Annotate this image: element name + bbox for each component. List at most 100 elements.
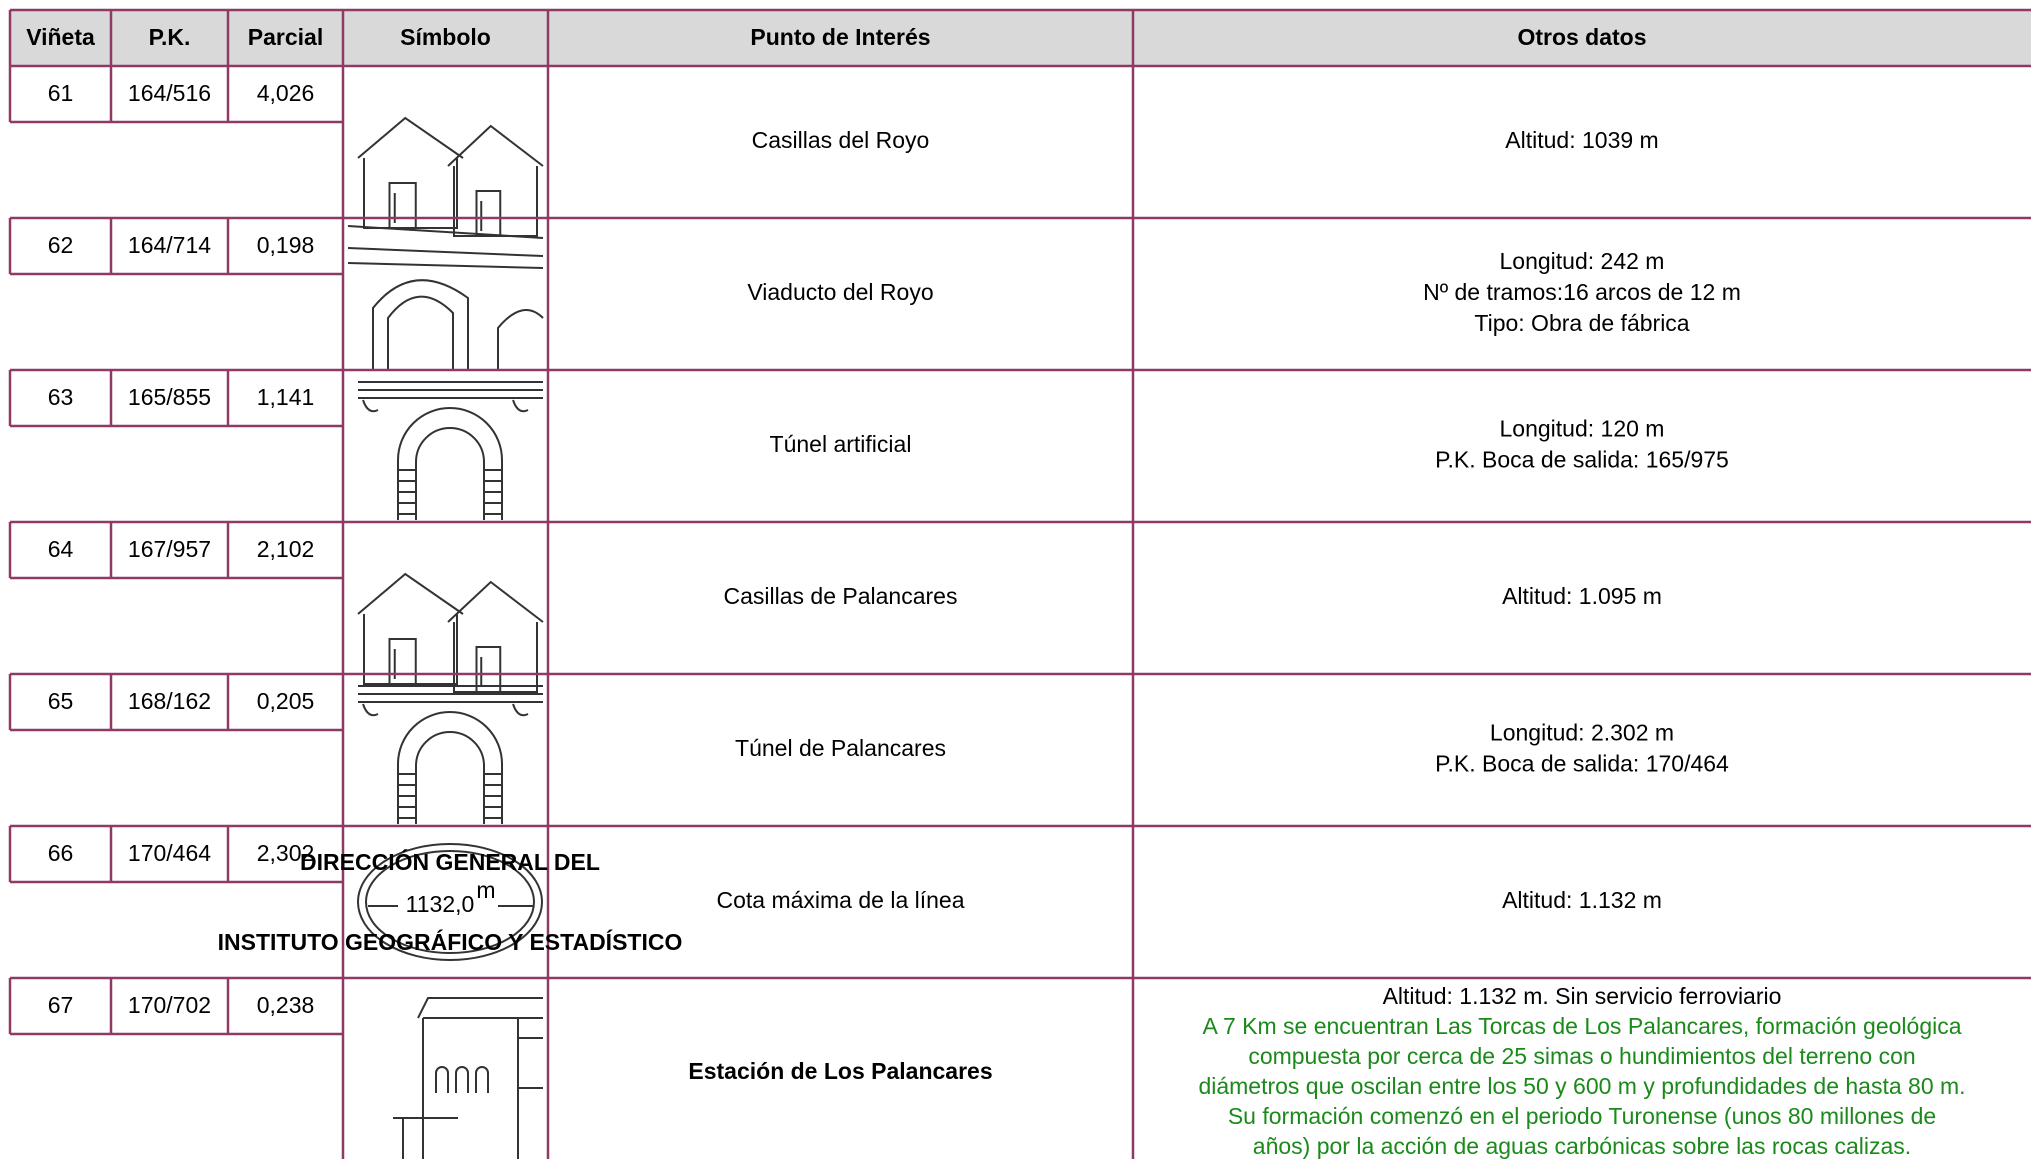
cell-parcial: 4,026 — [257, 80, 315, 106]
otros-datos: P.K. Boca de salida: 165/975 — [1435, 447, 1729, 473]
otros-group: Longitud: 120 m P.K. Boca de salida: 165/… — [1435, 416, 1729, 473]
punto-interes: Viaducto del Royo — [747, 279, 933, 305]
otros-note: A 7 Km se encuentran Las Torcas de Los P… — [1202, 1013, 1961, 1039]
cell-pk: 170/464 — [128, 840, 211, 866]
punto-interes: Casillas de Palancares — [724, 583, 958, 609]
header-cell: Parcial — [248, 24, 323, 50]
symbol-icon: DIRECCIÓN GENERAL DEL 1132,0m INSTITUTO GE… — [218, 843, 683, 961]
header-cell: Punto de Interés — [750, 24, 930, 50]
otros-datos: Longitud: 2.302 m — [1490, 720, 1674, 746]
otros-note: años) por la acción de aguas carbónicas … — [1253, 1133, 1911, 1159]
otros-datos: Altitud: 1.132 m. Sin servicio ferroviar… — [1383, 983, 1782, 1009]
stamp-ring — [357, 843, 543, 961]
cell-pk: 164/516 — [128, 80, 211, 106]
punto-interes: Cota máxima de la línea — [716, 887, 964, 913]
otros-datos: Altitud: 1.095 m — [1502, 583, 1662, 609]
cell-pk: 165/855 — [128, 384, 211, 410]
icon-stroke — [517, 1018, 543, 1159]
icon-stroke — [363, 158, 458, 229]
icon-stroke — [453, 166, 538, 237]
icon-stroke — [388, 182, 417, 228]
icon-stroke — [357, 116, 464, 159]
otros-datos: P.K. Boca de salida: 170/464 — [1435, 751, 1729, 777]
otros-group: Longitud: 242 m Nº de tramos:16 arcos de … — [1423, 248, 1741, 336]
icon-stroke — [435, 1066, 449, 1093]
cell-vineta: 62 — [48, 232, 74, 258]
punto-interes: Casillas del Royo — [752, 127, 930, 153]
cell-vineta: 66 — [48, 840, 74, 866]
cell-parcial: 2,102 — [257, 536, 315, 562]
icon-stroke — [497, 309, 544, 370]
icon-stroke — [475, 646, 502, 692]
cell-pk: 164/714 — [128, 232, 211, 258]
icon-stroke — [357, 572, 464, 615]
header-cell: Otros datos — [1517, 24, 1646, 50]
cell-parcial: 2,302 — [257, 840, 315, 866]
icon-stroke — [362, 703, 529, 717]
cell-vineta: 65 — [48, 688, 74, 714]
icon-stroke — [388, 638, 417, 684]
cell-pk: 168/162 — [128, 688, 211, 714]
punto-interes: Estación de Los Palancares — [688, 1058, 992, 1084]
cell-parcial: 0,198 — [257, 232, 315, 258]
stamp-value: 1132,0 — [406, 891, 475, 917]
otros-datos: Longitud: 242 m — [1500, 248, 1665, 274]
header-cell: P.K. — [149, 24, 191, 50]
stamp-unit: m — [476, 877, 495, 903]
otros-group: Altitud: 1.132 m. Sin servicio ferroviar… — [1198, 983, 1965, 1159]
icon-stroke — [362, 399, 529, 413]
cell-vineta: 64 — [48, 536, 74, 562]
otros-note: diámetros que oscilan entre los 50 y 600… — [1198, 1073, 1965, 1099]
punto-interes: Túnel artificial — [770, 431, 912, 457]
header-cell: Símbolo — [400, 24, 491, 50]
icon-stroke — [453, 622, 538, 693]
otros-group: Longitud: 2.302 m P.K. Boca de salida: 17… — [1435, 720, 1729, 777]
header-cell: Viñeta — [26, 24, 95, 50]
otros-note: Su formación comenzó en el periodo Turon… — [1228, 1103, 1936, 1129]
cell-parcial: 0,205 — [257, 688, 315, 714]
cell-pk: 167/957 — [128, 536, 211, 562]
icon-stroke — [475, 190, 502, 236]
icon-stroke — [415, 731, 485, 824]
otros-group: Altitud: 1039 m — [1505, 127, 1658, 153]
otros-datos: Altitud: 1039 m — [1505, 127, 1658, 153]
icon-stroke — [475, 1066, 489, 1093]
symbol-icon — [357, 572, 544, 693]
icon-stroke — [447, 580, 544, 623]
icon-stroke — [455, 1066, 469, 1093]
icon-stroke — [393, 1117, 458, 1159]
symbol-icon — [393, 997, 543, 1159]
symbol-icon — [347, 225, 544, 370]
icon-stroke — [372, 279, 469, 370]
otros-group: Altitud: 1.132 m — [1502, 887, 1662, 913]
otros-datos: Altitud: 1.132 m — [1502, 887, 1662, 913]
stamp-text: DIRECCIÓN GENERAL DEL — [300, 848, 600, 875]
icon-stroke — [417, 997, 543, 1159]
icon-stroke — [363, 614, 458, 685]
stamp-ring — [365, 850, 535, 954]
icon-stroke — [397, 407, 503, 520]
header-bg — [10, 10, 2031, 66]
icon-stroke — [397, 711, 503, 824]
icon-stroke — [347, 225, 544, 269]
punto-interes: Túnel de Palancares — [735, 735, 946, 761]
cell-parcial: 1,141 — [257, 384, 315, 410]
symbol-icon — [358, 381, 543, 520]
symbol-icon — [358, 685, 543, 824]
cell-vineta: 63 — [48, 384, 74, 410]
otros-datos: Longitud: 120 m — [1500, 416, 1665, 442]
icon-stroke — [387, 295, 454, 370]
cell-vineta: 61 — [48, 80, 74, 106]
icon-stroke — [358, 381, 543, 399]
otros-group: Altitud: 1.095 m — [1502, 583, 1662, 609]
cell-pk: 170/702 — [128, 992, 211, 1018]
cell-parcial: 0,238 — [257, 992, 315, 1018]
otros-datos: Nº de tramos:16 arcos de 12 m — [1423, 279, 1741, 305]
icon-stroke — [415, 427, 485, 520]
otros-datos: Tipo: Obra de fábrica — [1474, 310, 1689, 336]
stamp-text: INSTITUTO GEOGRÁFICO Y ESTADÍSTICO — [218, 928, 683, 955]
otros-note: compuesta por cerca de 25 simas o hundim… — [1248, 1043, 1915, 1069]
icon-stroke — [447, 124, 544, 167]
cell-vineta: 67 — [48, 992, 74, 1018]
